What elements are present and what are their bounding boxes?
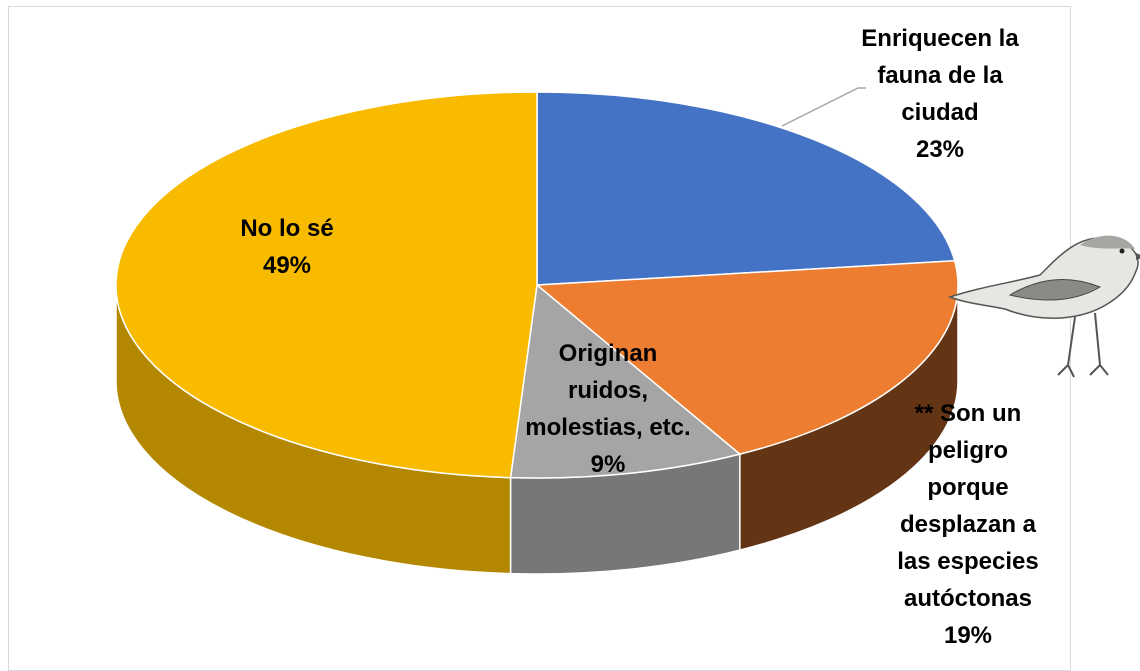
value-label: 19%: [943, 622, 993, 649]
data-label: Enriquecen la fauna de la ciudad 23%: [840, 20, 1040, 168]
bird-illustration: [947, 235, 1140, 378]
data-label: Originan ruidos, molestias, etc. 9%: [518, 335, 698, 483]
slice: [509, 283, 742, 479]
leader-line: [781, 87, 866, 127]
value-label: 23%: [915, 136, 965, 163]
pie: [115, 91, 959, 575]
slice: [115, 91, 538, 479]
value-label: 9%: [590, 451, 626, 478]
category-label: Enriquecen la fauna de la ciudad: [861, 25, 1019, 126]
category-label: No lo sé: [240, 215, 334, 242]
data-label: ** Son un peligro porque desplazan a las…: [893, 395, 1043, 654]
slice: [535, 260, 959, 455]
data-label: No lo sé 49%: [212, 210, 362, 284]
category-label: ** Son un peligro porque desplazan a las…: [897, 400, 1039, 612]
slice: [536, 91, 956, 286]
value-label: 49%: [262, 252, 312, 279]
category-label: Originan ruidos, molestias, etc.: [525, 340, 691, 441]
